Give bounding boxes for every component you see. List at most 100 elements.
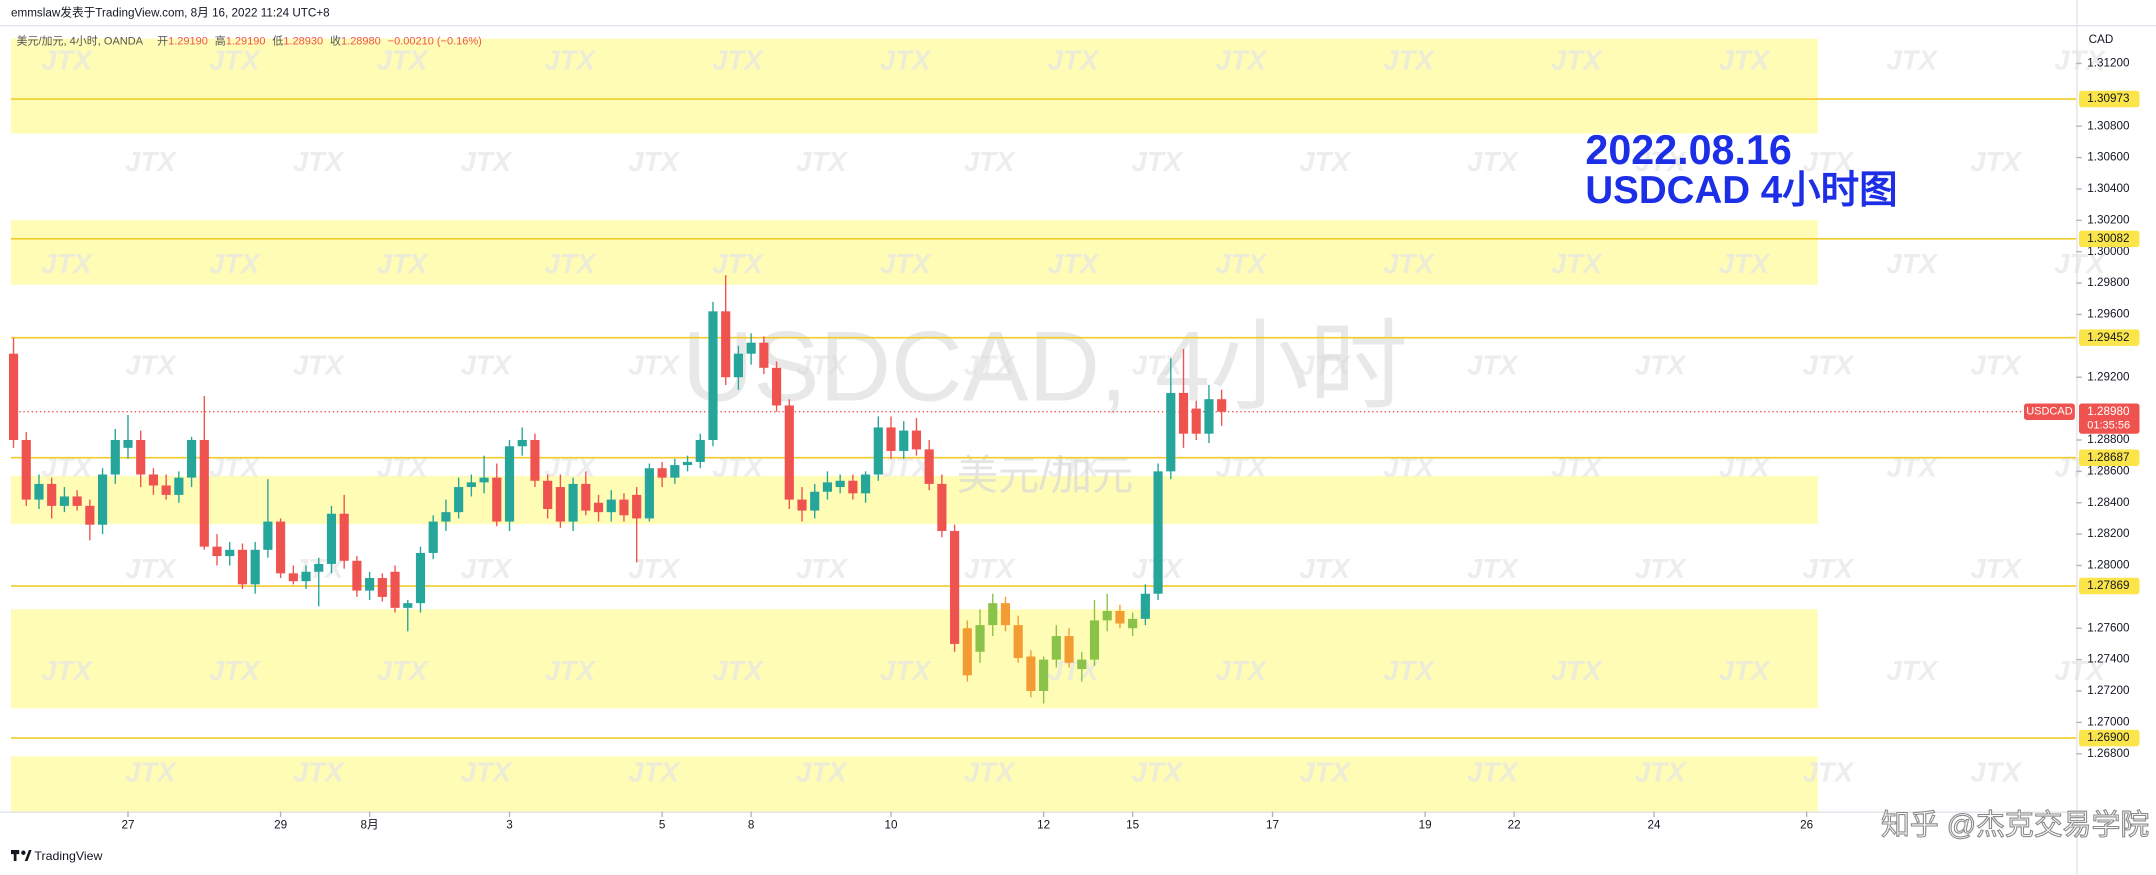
watermark: JTX bbox=[1887, 451, 1939, 482]
watermark: JTX bbox=[1383, 248, 1435, 279]
watermark: JTX bbox=[1970, 146, 2022, 177]
candle-body bbox=[85, 505, 95, 525]
watermark: JTX bbox=[2054, 44, 2106, 75]
x-tick-label: 3 bbox=[506, 818, 513, 831]
candle-body bbox=[1191, 408, 1201, 434]
candle-body bbox=[988, 603, 998, 626]
credit: 知乎 @杰克交易学院 bbox=[1881, 809, 2149, 841]
candle-body bbox=[212, 546, 222, 557]
x-tick-label: 19 bbox=[1419, 818, 1432, 831]
candle-body bbox=[504, 446, 515, 522]
candle-body bbox=[733, 353, 743, 378]
candle-body bbox=[861, 474, 871, 494]
candle-body bbox=[848, 480, 858, 494]
candle-body bbox=[314, 563, 324, 572]
watermark: JTX bbox=[209, 451, 261, 482]
candle-body bbox=[1204, 399, 1214, 434]
candle-body bbox=[250, 549, 260, 585]
candle-body bbox=[1128, 618, 1138, 629]
candle-body bbox=[34, 483, 44, 500]
watermark: JTX bbox=[628, 757, 680, 788]
watermark: JTX bbox=[41, 44, 93, 75]
watermark: JTX bbox=[1551, 655, 1603, 686]
watermark: JTX bbox=[1216, 451, 1268, 482]
watermark: JTX bbox=[41, 451, 93, 482]
legend-label: 低 bbox=[272, 34, 283, 47]
watermark: JTX bbox=[1048, 451, 1100, 482]
zone bbox=[11, 220, 1818, 285]
x-tick-label: 22 bbox=[1508, 818, 1521, 831]
zone bbox=[11, 756, 1818, 812]
candle-body bbox=[606, 499, 616, 513]
zone bbox=[11, 609, 1818, 709]
watermark: JTX bbox=[1383, 655, 1435, 686]
watermark: JTX bbox=[1216, 248, 1268, 279]
watermark: JTX bbox=[1551, 248, 1603, 279]
watermark: JTX bbox=[41, 655, 93, 686]
currency: CAD bbox=[2089, 33, 2114, 46]
level-label-box bbox=[2079, 729, 2140, 747]
legend-value: 1.28930 bbox=[283, 35, 323, 47]
watermark: JTX bbox=[545, 655, 597, 686]
watermark: JTX bbox=[461, 146, 513, 177]
candle-body bbox=[1178, 392, 1189, 434]
symbol-label: USDCAD bbox=[2026, 406, 2073, 418]
watermark: JTX bbox=[1383, 44, 1435, 75]
candle-body bbox=[721, 311, 731, 378]
candle-body bbox=[21, 439, 31, 500]
candle-body bbox=[1166, 392, 1176, 472]
branding: TradingView bbox=[34, 849, 102, 863]
x-tick-label: 12 bbox=[1037, 818, 1050, 831]
watermark: JTX bbox=[293, 757, 345, 788]
candle-body bbox=[962, 628, 972, 676]
x-tick-label: 17 bbox=[1266, 818, 1279, 831]
candle-body bbox=[810, 491, 820, 511]
candle-body bbox=[1153, 471, 1163, 594]
candle-body bbox=[1000, 603, 1011, 626]
legend-change: −0.00210 (−0.16%) bbox=[388, 35, 482, 47]
level-label: 1.28687 bbox=[2087, 451, 2129, 464]
watermark: JTX bbox=[461, 757, 513, 788]
candle-body bbox=[1039, 659, 1049, 692]
candle-body bbox=[581, 483, 591, 511]
legend-label: 收 bbox=[330, 33, 341, 47]
branding-logo bbox=[11, 850, 32, 861]
watermark: JTX bbox=[377, 44, 429, 75]
candle-body bbox=[771, 367, 782, 406]
watermark: JTX bbox=[1048, 44, 1100, 75]
legend-label: 高 bbox=[215, 33, 226, 47]
candle-body bbox=[72, 496, 82, 506]
logo-dot bbox=[21, 850, 26, 855]
candle-body bbox=[835, 480, 845, 488]
last-price-box bbox=[2079, 403, 2140, 434]
level-label-box bbox=[2079, 230, 2140, 248]
candle-body bbox=[466, 482, 476, 488]
candle-body bbox=[1077, 659, 1087, 670]
watermark: JTX bbox=[1719, 451, 1771, 482]
watermark: JTX bbox=[796, 146, 848, 177]
legend-label: 开 bbox=[157, 35, 168, 47]
y-tick-label: 1.28000 bbox=[2087, 559, 2130, 572]
candle-body bbox=[759, 342, 769, 368]
watermarks: JTX JTX JTX JTX JTX JTX JTX JTX JTX JTX JTX JTX JTX J… bbox=[41, 44, 2106, 787]
candle-body bbox=[403, 603, 413, 608]
candle-body bbox=[708, 311, 718, 440]
candle-body bbox=[746, 342, 756, 354]
candles bbox=[8, 275, 1227, 704]
candle-body bbox=[530, 439, 540, 481]
candle-body bbox=[1115, 610, 1125, 624]
legend-value: 1.29190 bbox=[168, 35, 208, 47]
candle-body bbox=[644, 468, 654, 519]
logo-slash bbox=[24, 850, 32, 861]
y-tick-label: 1.28400 bbox=[2087, 496, 2130, 509]
candle-body bbox=[657, 468, 667, 478]
watermark: JTX bbox=[293, 350, 345, 381]
legend-value: 1.28980 bbox=[341, 35, 381, 47]
watermark: JTX bbox=[1803, 757, 1855, 788]
candle-body bbox=[123, 439, 133, 448]
candle-body bbox=[225, 549, 235, 557]
candle-body bbox=[59, 496, 69, 506]
legend-symbol: 美元/加元, 4小时, OANDA bbox=[17, 34, 144, 47]
watermark: JTX bbox=[125, 553, 177, 584]
